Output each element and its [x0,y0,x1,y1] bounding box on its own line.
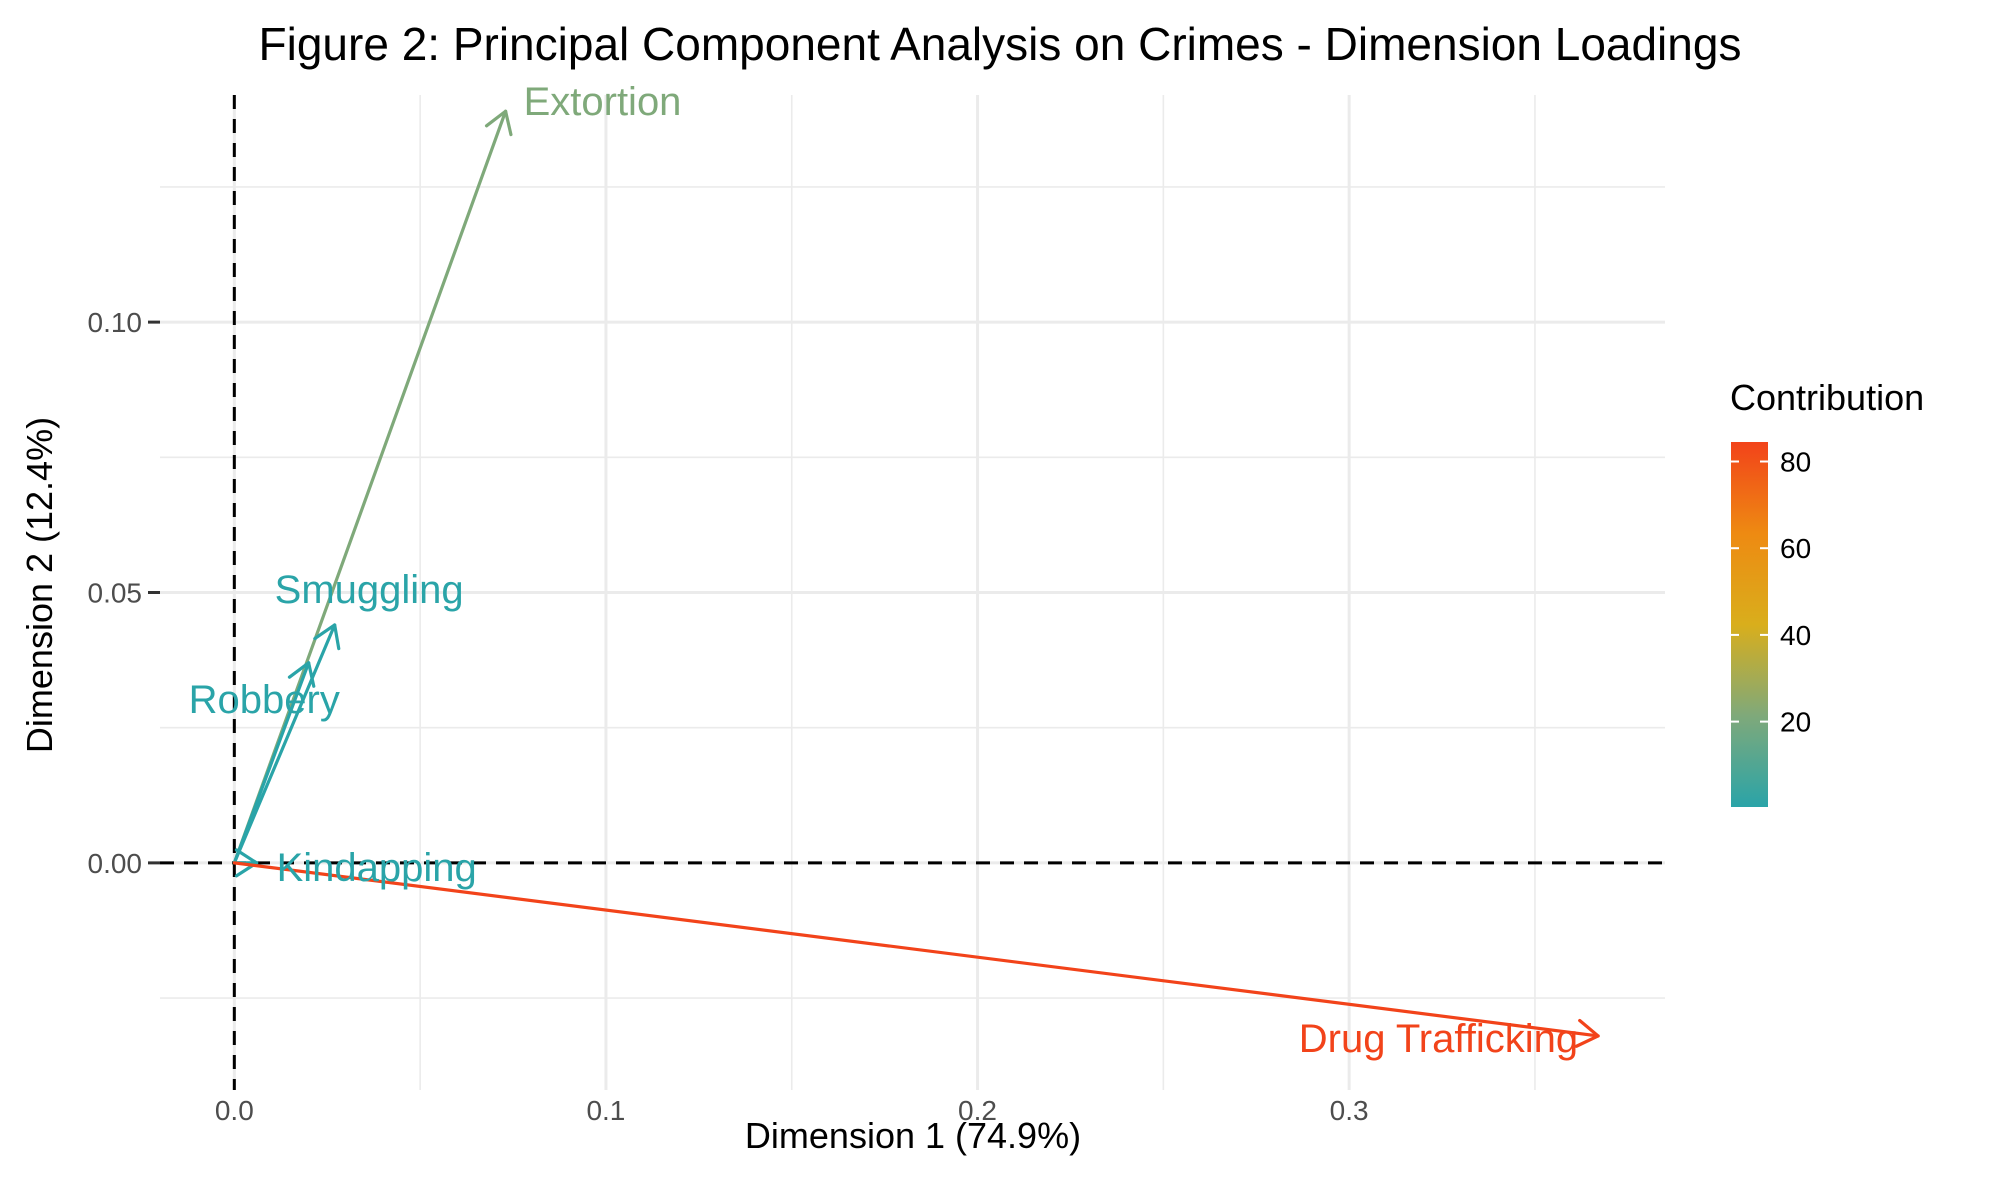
arrowhead-kindapping [234,848,259,878]
chart-title: Figure 2: Principal Component Analysis o… [259,18,1742,70]
vector-label-drug-trafficking: Drug Trafficking [1299,1017,1578,1061]
reference-lines [160,95,1665,1090]
y-tick-label: 0.05 [88,578,143,609]
legend-tick-label: 40 [1780,620,1811,651]
vector-robbery [232,661,311,865]
contribution-legend: Contribution 20 40 60 80 [1730,377,1924,807]
x-axis-title: Dimension 1 (74.9%) [745,1115,1081,1156]
y-tick-label: 0.00 [88,848,143,879]
arrowhead-smuggling [313,623,341,651]
vector-labels: Extortion Smuggling Robbery Kindapping Drug … [189,80,1578,1061]
x-tick-label: 0.3 [1330,1095,1369,1126]
x-tick-label: 0.1 [586,1095,625,1126]
vector-label-robbery: Robbery [189,678,340,722]
vector-drug-trafficking [232,861,1600,1038]
legend-tick-label: 80 [1780,447,1811,478]
vector-label-smuggling: Smuggling [275,568,464,612]
x-tick-label: 0.2 [958,1095,997,1126]
arrowhead-drug-trafficking [1574,1018,1600,1048]
legend-tick-label: 20 [1780,707,1811,738]
legend-ticks: 20 40 60 80 [1731,447,1811,738]
legend-tick-label: 60 [1780,533,1811,564]
legend-title: Contribution [1730,377,1924,418]
loading-vectors [232,109,1600,1048]
vector-label-extortion: Extortion [524,80,682,124]
axes: 0.0 0.1 0.2 0.3 0.00 0.05 0.10 [88,307,1369,1126]
legend-colorbar [1731,442,1768,807]
x-tick-label: 0.0 [215,1095,254,1126]
vector-smuggling [232,623,337,865]
arrowhead-extortion [484,109,513,137]
y-tick-label: 0.10 [88,307,143,338]
vector-label-kindapping: Kindapping [277,846,477,890]
arrowhead-robbery [287,661,316,688]
y-axis-title: Dimension 2 (12.4%) [19,417,60,753]
